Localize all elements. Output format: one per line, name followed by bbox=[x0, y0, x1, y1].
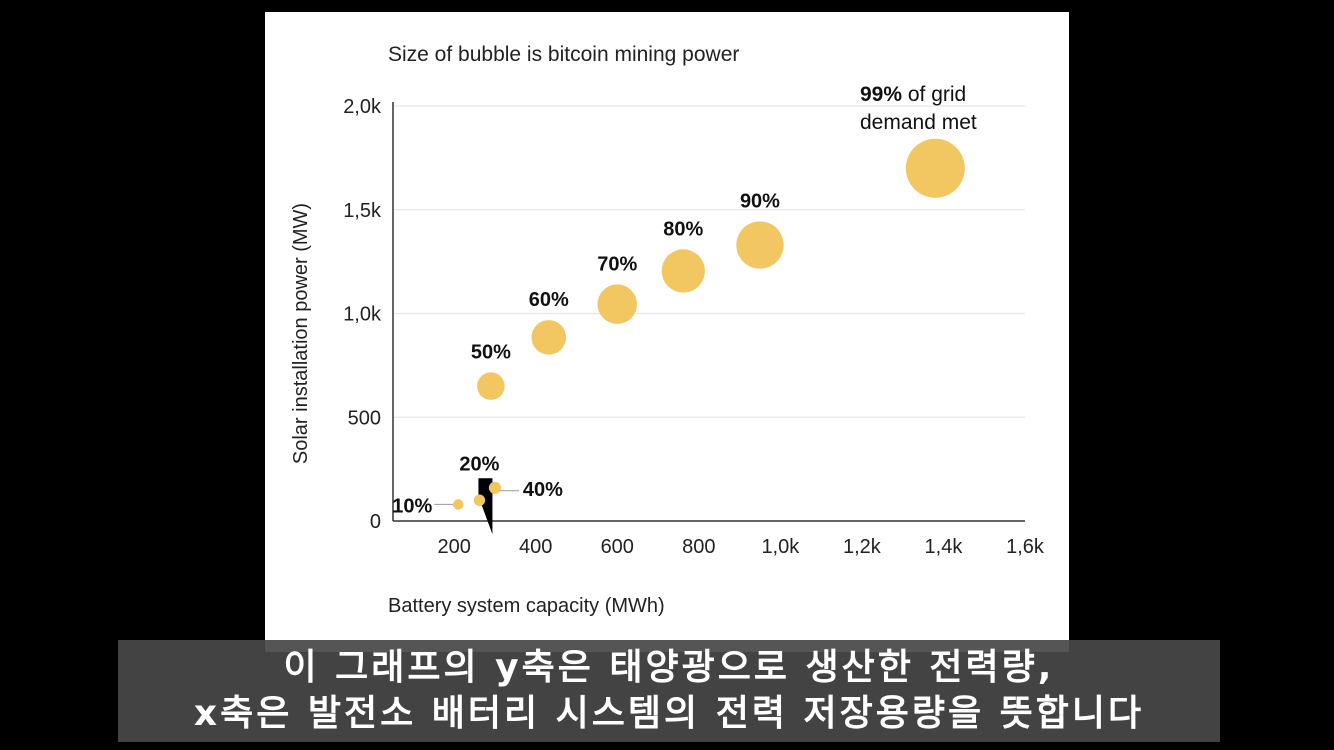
bubble-labels: 10% 20% 40% 50% 60% 70% 80% 90% bbox=[392, 190, 780, 517]
axes bbox=[392, 102, 1025, 522]
bubble-20pct bbox=[473, 494, 486, 506]
gridlines bbox=[393, 105, 1025, 418]
annotation-bold: 99% bbox=[860, 83, 902, 106]
bubble-label-90pct: 90% bbox=[740, 190, 780, 212]
x-tick-label: 800 bbox=[682, 536, 715, 558]
bubble-chart: Size of bubble is bitcoin mining power 0… bbox=[290, 43, 1045, 617]
x-tick-label: 1,4k bbox=[925, 536, 964, 558]
bubble-label-10pct: 10% bbox=[392, 495, 432, 517]
caption-line-2: x축은 발전소 배터리 시스템의 전력 저장용량을 뜻합니다 bbox=[193, 693, 1145, 734]
chart-subtitle: Size of bubble is bitcoin mining power bbox=[388, 43, 739, 66]
x-tick-label: 1,6k bbox=[1006, 536, 1045, 558]
y-tick-label: 1,0k bbox=[343, 304, 382, 326]
chart-panel: Size of bubble is bitcoin mining power 0… bbox=[265, 12, 1069, 652]
y-tick-label: 500 bbox=[348, 407, 381, 429]
bubble-label-50pct: 50% bbox=[471, 341, 511, 363]
y-tick-label: 2,0k bbox=[343, 96, 382, 118]
leader-lines bbox=[434, 478, 519, 535]
bubble-label-70pct: 70% bbox=[597, 253, 637, 275]
y-tick-label: 1,5k bbox=[343, 200, 382, 222]
x-tick-label: 200 bbox=[437, 536, 470, 558]
leader-line bbox=[478, 478, 493, 535]
bubble-60pct bbox=[531, 320, 567, 355]
bubble-label-60pct: 60% bbox=[529, 289, 569, 311]
bubble-40pct bbox=[488, 481, 502, 494]
bubbles bbox=[453, 138, 965, 510]
annotation-line-1: 99% of grid bbox=[860, 83, 966, 106]
annotation-line-2: demand met bbox=[860, 111, 977, 134]
bubble-label-40pct: 40% bbox=[523, 479, 563, 501]
x-tick-label: 1,0k bbox=[761, 536, 800, 558]
subtitle-caption: 이 그래프의 y축은 태양광으로 생산한 전력량, x축은 발전소 배터리 시스… bbox=[118, 640, 1220, 742]
bubble-50pct bbox=[477, 372, 505, 400]
bubble-label-80pct: 80% bbox=[663, 218, 703, 240]
y-tick-label: 0 bbox=[370, 511, 381, 533]
x-tick-label: 600 bbox=[601, 536, 634, 558]
x-axis-label: Battery system capacity (MWh) bbox=[388, 595, 665, 617]
tick-labels: 0 500 1,0k 1,5k 2,0k 200 400 600 800 1,0k 1,2k 1,4k… bbox=[343, 96, 1045, 558]
annotation-text-1: of grid bbox=[902, 83, 966, 106]
bubble-10pct bbox=[453, 499, 464, 510]
y-axis-label: Solar installation power (MW) bbox=[290, 203, 312, 464]
bubble-70pct bbox=[597, 284, 638, 324]
bubble-80pct bbox=[661, 249, 705, 293]
bubble-99pct bbox=[905, 138, 965, 198]
bubble-90pct bbox=[736, 221, 784, 269]
x-tick-label: 1,2k bbox=[843, 536, 882, 558]
caption-line-1: 이 그래프의 y축은 태양광으로 생산한 전력량, bbox=[283, 647, 1055, 688]
x-tick-label: 400 bbox=[519, 536, 552, 558]
bubble-label-20pct: 20% bbox=[459, 453, 499, 475]
